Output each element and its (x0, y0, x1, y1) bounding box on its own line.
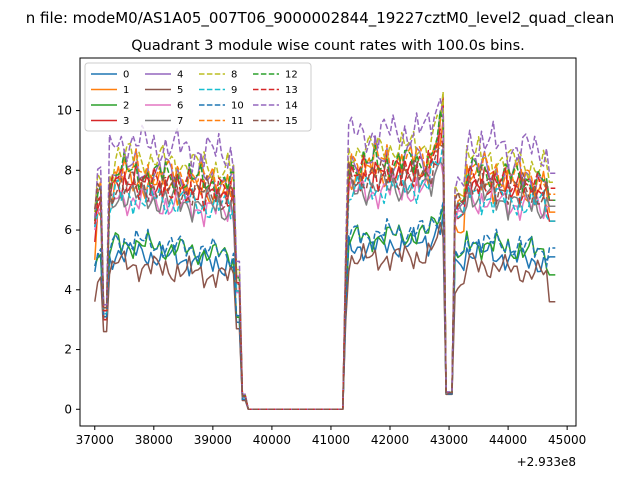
legend-label-14: 14 (285, 101, 298, 112)
chart-title: Quadrant 3 module wise count rates with … (131, 38, 525, 54)
legend-label-1: 1 (123, 85, 129, 96)
legend-label-3: 3 (123, 116, 129, 127)
legend-label-13: 13 (285, 85, 298, 96)
legend-label-9: 9 (231, 85, 237, 96)
y-tick-label: 10 (57, 104, 72, 118)
x-tick-label: 38000 (135, 433, 173, 447)
x-tick-label: 43000 (430, 433, 468, 447)
legend-label-12: 12 (285, 70, 298, 81)
y-tick-label: 6 (64, 223, 72, 237)
plot-lines (94, 91, 556, 411)
y-axis: 0 2 4 6 8 10 (57, 104, 80, 416)
y-tick-label: 0 (64, 402, 72, 416)
x-tick-label: 45000 (548, 433, 586, 447)
x-tick-label: 44000 (489, 433, 527, 447)
legend-label-6: 6 (177, 101, 183, 112)
x-tick-label: 41000 (312, 433, 350, 447)
legend-label-0: 0 (123, 70, 129, 81)
y-tick-label: 4 (64, 283, 72, 297)
x-tick-label: 39000 (194, 433, 232, 447)
legend-label-4: 4 (177, 70, 183, 81)
legend-label-8: 8 (231, 70, 237, 81)
y-tick-label: 2 (64, 343, 72, 357)
legend-box (84, 62, 312, 132)
x-axis: 37000 38000 39000 40000 41000 42000 43000 44000… (76, 426, 586, 447)
x-tick-label: 37000 (76, 433, 114, 447)
legend-label-2: 2 (123, 101, 129, 112)
legend-label-7: 7 (177, 116, 183, 127)
figure-suptitle: n file: modeM0/AS1A05_007T06_9000002844_… (26, 9, 615, 28)
legend-label-11: 11 (231, 116, 244, 127)
x-tick-label: 40000 (253, 433, 291, 447)
series-line-15 (94, 144, 556, 411)
legend-label-5: 5 (177, 85, 183, 96)
legend-label-15: 15 (285, 116, 298, 127)
x-tick-label: 42000 (371, 433, 409, 447)
x-offset-label: +2.933e8 (517, 455, 576, 469)
legend-label-10: 10 (231, 101, 244, 112)
plot-frame (79, 57, 577, 427)
y-tick-label: 8 (64, 163, 72, 177)
